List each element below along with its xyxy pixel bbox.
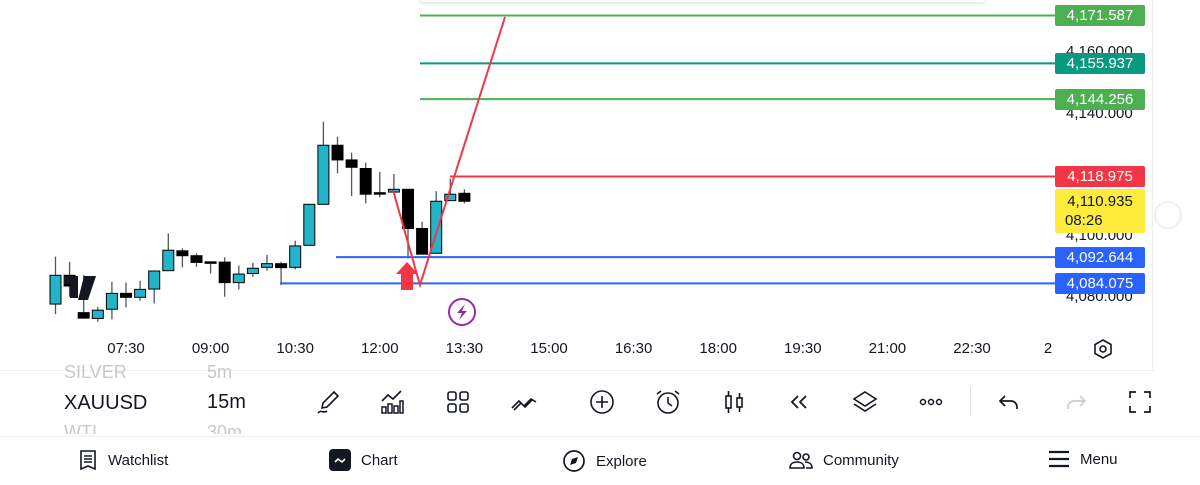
indicators-icon[interactable] xyxy=(378,388,406,416)
candle-down xyxy=(331,144,344,161)
redo-icon[interactable] xyxy=(1062,388,1090,416)
projection-line xyxy=(392,16,506,289)
time-axis-label: 19:30 xyxy=(784,340,822,357)
popup-edge xyxy=(420,0,985,2)
time-axis-label: 10:30 xyxy=(276,340,314,357)
tradingview-logo xyxy=(64,276,96,300)
time-axis-label: 21:00 xyxy=(868,340,907,357)
candle-up xyxy=(289,245,302,268)
candle-up xyxy=(317,144,330,205)
current-price-label: 4,110.935 08:26 xyxy=(1055,189,1145,233)
nav-menu[interactable]: Menu xyxy=(1048,449,1118,469)
add-icon[interactable] xyxy=(588,388,616,416)
price-scale-divider xyxy=(1152,0,1153,370)
candle-up xyxy=(162,249,175,272)
candle-up xyxy=(91,309,104,319)
nav-label: Watchlist xyxy=(108,451,169,469)
nav-explore[interactable]: Explore xyxy=(562,449,647,473)
more-icon[interactable] xyxy=(917,388,945,416)
candle-down xyxy=(359,168,372,195)
candle-down xyxy=(120,292,132,298)
candle-type-icon[interactable] xyxy=(720,388,748,416)
level-price-label[interactable]: 4,118.975 xyxy=(1055,166,1145,188)
interval-current[interactable]: 15m xyxy=(207,391,246,413)
candle-down xyxy=(176,250,189,257)
nav-watchlist[interactable]: Watchlist xyxy=(78,449,168,471)
candle-down xyxy=(402,188,414,229)
level-price-label[interactable]: 4,171.587 xyxy=(1055,5,1145,27)
nav-label: Menu xyxy=(1080,450,1118,468)
nav-label: Explore xyxy=(596,452,647,470)
level-price-label[interactable]: 4,144.256 xyxy=(1055,88,1145,110)
interval-prev[interactable]: 5m xyxy=(207,362,233,382)
candle-up xyxy=(246,267,259,274)
settings-icon[interactable] xyxy=(1093,339,1113,359)
candle-up xyxy=(148,270,161,290)
time-axis-label: 16:30 xyxy=(614,340,653,357)
buy-arrow-icon xyxy=(396,262,418,290)
time-axis-label: 18:00 xyxy=(699,340,737,357)
candle-down xyxy=(204,261,217,264)
time-axis-extra[interactable]: 2 xyxy=(1043,340,1053,357)
level-price-label[interactable]: 4,084.075 xyxy=(1055,272,1145,294)
undo-icon[interactable] xyxy=(995,388,1023,416)
candle-down xyxy=(416,227,429,255)
candle-down xyxy=(345,159,358,168)
community-icon xyxy=(789,451,813,469)
candle-up xyxy=(49,274,62,305)
candle-up xyxy=(232,273,245,284)
toolbar-divider xyxy=(970,386,971,416)
candle-down xyxy=(275,263,288,269)
scroll-handle[interactable] xyxy=(1154,201,1182,229)
candle-down xyxy=(458,192,471,202)
bar-countdown: 08:26 xyxy=(1065,212,1103,229)
candle-up xyxy=(261,263,273,268)
level-price-label[interactable]: 4,155.937 xyxy=(1055,52,1145,74)
fullscreen-icon[interactable] xyxy=(1126,388,1154,416)
candle-up xyxy=(105,292,118,310)
layers-icon[interactable] xyxy=(851,388,879,416)
patterns-icon[interactable] xyxy=(510,388,538,416)
menu-icon xyxy=(1049,450,1069,468)
bottom-navigation: Watchlist Chart Explore Community Menu xyxy=(0,436,1200,485)
replay-icon[interactable] xyxy=(784,388,812,416)
bottom-toolbar: SILVER 5m XAUUSD 15m WTI 30m xyxy=(0,362,1155,434)
time-axis-label: 07:30 xyxy=(107,340,145,357)
candle-down xyxy=(218,261,231,284)
lightning-bolt xyxy=(457,304,467,320)
candle-up xyxy=(430,200,443,254)
nav-label: Chart xyxy=(361,451,398,469)
compass-icon xyxy=(563,450,585,472)
candle-down xyxy=(77,312,90,319)
chart-icon xyxy=(329,449,351,471)
pencil-icon[interactable] xyxy=(314,388,342,416)
nav-chart[interactable]: Chart xyxy=(329,449,398,471)
nav-label: Community xyxy=(823,451,899,469)
time-axis-label: 12:00 xyxy=(361,340,399,357)
level-price-label[interactable]: 4,092.644 xyxy=(1055,246,1145,268)
time-axis-label: 22:30 xyxy=(953,340,991,357)
nav-community[interactable]: Community xyxy=(789,449,899,471)
candle-up xyxy=(444,193,457,202)
chart-area[interactable]: 4,160.000 4,140.000 4,100.000 4,080.000 … xyxy=(0,0,1200,370)
time-axis-label: 09:00 xyxy=(191,340,230,357)
price-scale-label: 4,140.000 xyxy=(1066,105,1133,122)
time-axis-label: 13:30 xyxy=(445,340,484,357)
symbol-current[interactable]: XAUUSD xyxy=(64,392,148,414)
candle-down xyxy=(190,255,203,263)
candle-down xyxy=(373,192,386,195)
current-price: 4,110.935 xyxy=(1067,193,1133,210)
candle-up xyxy=(303,203,316,246)
interval-next[interactable]: 30m xyxy=(207,422,243,434)
alert-clock-icon[interactable] xyxy=(654,388,682,416)
layouts-grid-icon[interactable] xyxy=(444,388,472,416)
chart-canvas[interactable] xyxy=(0,0,1200,370)
symbol-next[interactable]: WTI xyxy=(64,422,97,434)
symbol-prev[interactable]: SILVER xyxy=(64,362,127,382)
watchlist-icon xyxy=(80,450,96,471)
candle-up xyxy=(134,288,147,298)
time-axis-label: 15:00 xyxy=(530,340,568,357)
